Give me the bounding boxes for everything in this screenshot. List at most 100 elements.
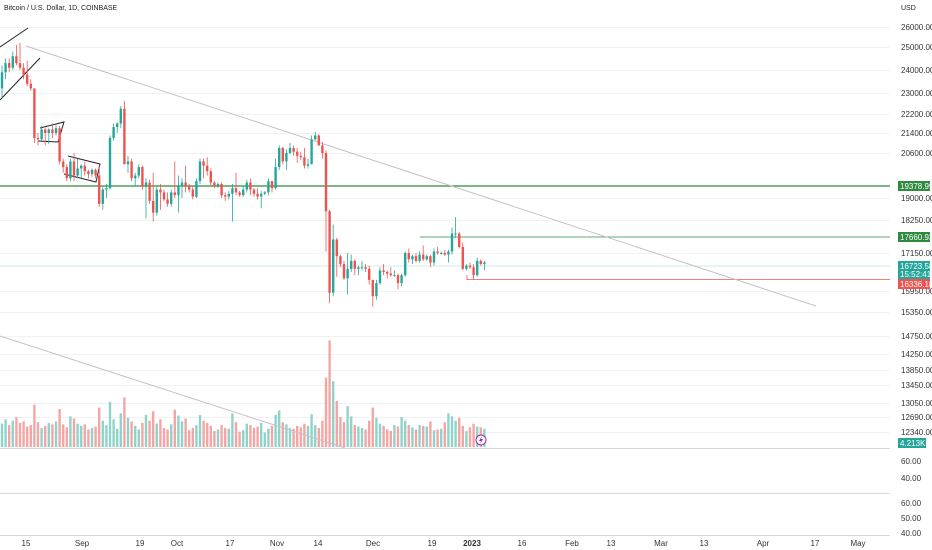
candle xyxy=(98,164,101,207)
volume-bar xyxy=(191,428,194,447)
candle xyxy=(123,100,126,165)
volume-bar xyxy=(432,430,436,447)
candle xyxy=(170,189,173,207)
candle xyxy=(263,190,266,196)
candle xyxy=(278,145,281,170)
upper-level-tag-text: 17660.93 xyxy=(900,233,932,242)
channel-line-bottom[interactable] xyxy=(0,57,41,101)
price-tick-label: 23000.00 xyxy=(901,89,932,98)
volume-bar xyxy=(18,422,22,447)
candle xyxy=(256,188,259,200)
indicator-tick-label: 60.00 xyxy=(901,499,922,508)
candle xyxy=(288,143,292,155)
candle xyxy=(180,178,184,198)
volume-bar xyxy=(94,426,97,447)
volume-bar xyxy=(80,425,83,447)
candle xyxy=(371,279,374,307)
candle xyxy=(44,128,47,146)
volume-bar xyxy=(418,425,421,447)
candle xyxy=(69,158,72,182)
volume-bar xyxy=(40,428,43,447)
time-tick-label: Mar xyxy=(654,539,668,548)
candle xyxy=(479,259,482,266)
volume-bar xyxy=(47,422,50,447)
volume-bar xyxy=(166,429,169,447)
candle xyxy=(249,178,252,196)
candle xyxy=(18,43,22,70)
candle xyxy=(386,270,389,279)
candle xyxy=(54,123,58,136)
candle xyxy=(26,60,29,87)
candle xyxy=(134,172,137,187)
volume-bar xyxy=(227,428,230,447)
volume-bar xyxy=(26,426,29,447)
price-axis[interactable]: 26000.00 25000.00 24000.00 23000.00 22200.00… xyxy=(901,23,932,437)
time-axis[interactable]: 15 Sep 19 Oct 17 Nov 14 Dec 19 2023 16 Feb 13 Mar 13 Ap… xyxy=(22,539,866,548)
volume-bar xyxy=(238,431,241,447)
lightning-icon[interactable] xyxy=(475,434,487,446)
volume-bar xyxy=(324,377,328,447)
candle xyxy=(310,135,313,165)
currency-label: USD xyxy=(901,5,916,12)
volume-bar xyxy=(173,409,176,447)
candle xyxy=(440,251,443,255)
time-tick-label: 16 xyxy=(518,539,527,548)
volume-bar xyxy=(36,422,40,447)
volume-bar xyxy=(274,414,277,447)
descending-trendline[interactable] xyxy=(25,45,817,307)
price-tick-label: 26000.00 xyxy=(901,23,932,32)
candle xyxy=(461,242,464,271)
candle xyxy=(436,247,439,255)
volume-bar xyxy=(252,428,256,447)
volume-tag: 4.213K xyxy=(898,438,926,448)
price-tick-label: 19000.00 xyxy=(901,194,932,203)
volume-bars xyxy=(0,340,486,447)
volume-bar xyxy=(119,413,122,447)
upper-level-tag: 17660.93 xyxy=(898,232,932,242)
volume-bar xyxy=(396,426,400,447)
price-tick-label: 12340.00 xyxy=(901,428,932,437)
time-tick-label: Apr xyxy=(757,539,770,548)
candle xyxy=(368,265,371,285)
price-tick-label: 13850.00 xyxy=(901,366,932,375)
candle xyxy=(378,267,382,285)
candle xyxy=(407,248,410,263)
volume-bar xyxy=(422,425,425,447)
volume-bar xyxy=(436,429,439,447)
volume-bar xyxy=(364,429,367,447)
price-tick-label: 25000.00 xyxy=(901,43,932,52)
volume-trendline[interactable] xyxy=(0,335,346,449)
time-tick-label: Sep xyxy=(75,539,90,548)
support-tag-text: 16336.18 xyxy=(900,280,932,289)
volume-bar xyxy=(184,418,187,447)
volume-bar xyxy=(260,422,263,447)
volume-bar xyxy=(180,421,184,447)
volume-bar xyxy=(375,417,378,447)
indicator-axis: 60.00 40.00 60.00 50.00 40.00 xyxy=(901,457,922,538)
price-tick-label: 14250.00 xyxy=(901,350,932,359)
candle xyxy=(65,164,68,182)
candle xyxy=(206,157,209,176)
volume-bar xyxy=(72,418,76,447)
volume-bar xyxy=(177,415,180,447)
volume-bar xyxy=(342,422,346,447)
volume-bar xyxy=(407,425,410,447)
channel-line-top[interactable] xyxy=(0,27,29,48)
candle xyxy=(418,251,421,263)
candle xyxy=(465,264,468,271)
chart-title: Bitcoin / U.S. Dollar, 1D, COINBASE xyxy=(4,5,118,12)
volume-bar xyxy=(188,430,191,447)
volume-bar xyxy=(8,425,11,447)
candle xyxy=(15,45,18,66)
last-price-tag-text: 16723.58 xyxy=(900,262,932,271)
time-tick-label: 2023 xyxy=(463,539,481,548)
flag-pattern-2[interactable] xyxy=(63,155,101,183)
candle xyxy=(4,58,7,80)
candle xyxy=(483,260,486,271)
candle xyxy=(245,179,248,193)
candle xyxy=(33,88,36,143)
candle xyxy=(303,148,306,169)
volume-bar xyxy=(29,425,32,447)
